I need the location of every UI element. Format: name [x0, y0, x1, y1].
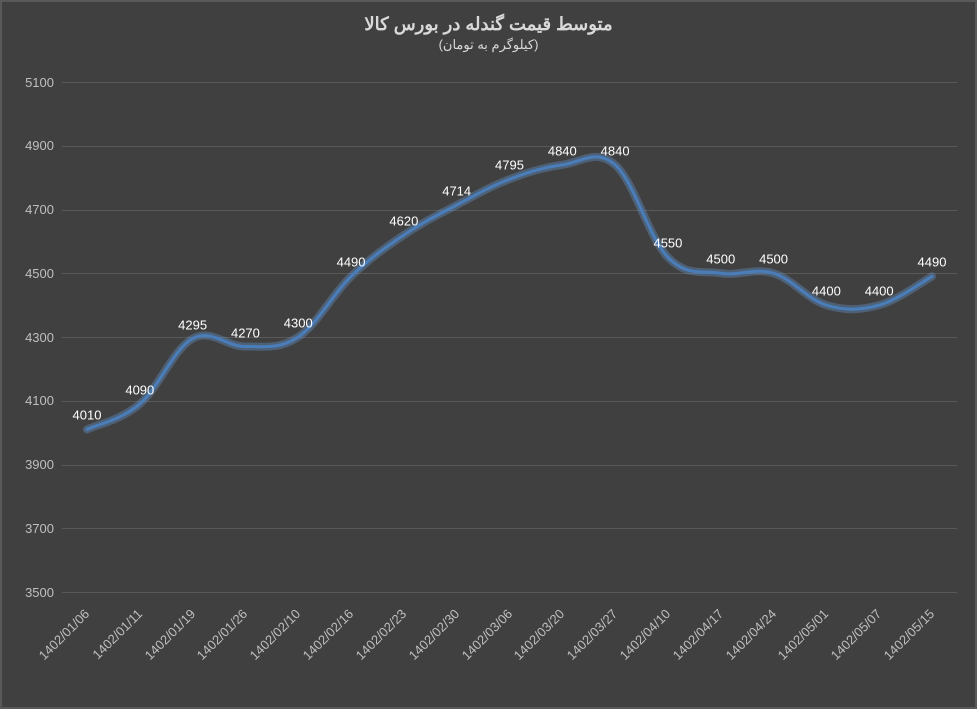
data-label: 4714: [442, 184, 471, 199]
y-axis-label: 4100: [25, 393, 54, 408]
x-axis-label: 1402/05/07: [828, 606, 885, 663]
data-label: 4270: [231, 325, 260, 340]
data-label: 4795: [495, 158, 524, 173]
y-axis-label: 4700: [25, 202, 54, 217]
x-axis-label: 1402/03/27: [564, 606, 621, 663]
x-axis-label: 1402/02/23: [353, 606, 410, 663]
x-axis-label: 1402/01/19: [141, 606, 198, 663]
data-label: 4010: [73, 408, 102, 423]
data-label: 4300: [284, 316, 313, 331]
grid-line: [62, 592, 957, 593]
x-axis-label: 1402/05/15: [881, 606, 938, 663]
plot-area: 3500370039004100430045004700490051001402…: [62, 82, 957, 592]
x-axis-label: 1402/03/20: [511, 606, 568, 663]
chart-subtitle: (کیلوگرم به تومان): [2, 37, 975, 53]
y-axis-label: 3700: [25, 521, 54, 536]
x-axis-label: 1402/04/17: [669, 606, 726, 663]
y-axis-label: 3500: [25, 585, 54, 600]
data-label: 4400: [812, 284, 841, 299]
x-axis-label: 1402/01/11: [89, 606, 145, 662]
y-axis-label: 4500: [25, 266, 54, 281]
x-axis-label: 1402/03/06: [458, 606, 515, 663]
data-label: 4490: [337, 255, 366, 270]
y-axis-label: 3900: [25, 457, 54, 472]
x-axis-label: 1402/01/26: [194, 606, 251, 663]
y-axis-label: 5100: [25, 75, 54, 90]
data-label: 4500: [706, 252, 735, 267]
data-label: 4550: [653, 236, 682, 251]
data-label: 4400: [865, 284, 894, 299]
x-axis-label: 1402/04/10: [617, 606, 674, 663]
x-axis-label: 1402/02/16: [300, 606, 357, 663]
data-label: 4490: [918, 255, 947, 270]
x-axis-label: 1402/04/24: [722, 606, 779, 663]
data-label: 4295: [178, 317, 207, 332]
data-label: 4090: [125, 382, 154, 397]
x-axis-label: 1402/02/10: [247, 606, 304, 663]
data-label: 4840: [548, 143, 577, 158]
chart-container: متوسط قیمت گندله در بورس کالا (کیلوگرم ب…: [0, 0, 977, 709]
y-axis-label: 4300: [25, 330, 54, 345]
data-label: 4840: [601, 143, 630, 158]
y-axis-label: 4900: [25, 138, 54, 153]
x-axis-label: 1402/02/30: [405, 606, 462, 663]
data-label: 4500: [759, 252, 788, 267]
x-axis-label: 1402/01/06: [36, 606, 93, 663]
data-label: 4620: [389, 214, 418, 229]
chart-title: متوسط قیمت گندله در بورس کالا: [2, 2, 975, 35]
x-axis-label: 1402/05/01: [775, 606, 832, 663]
